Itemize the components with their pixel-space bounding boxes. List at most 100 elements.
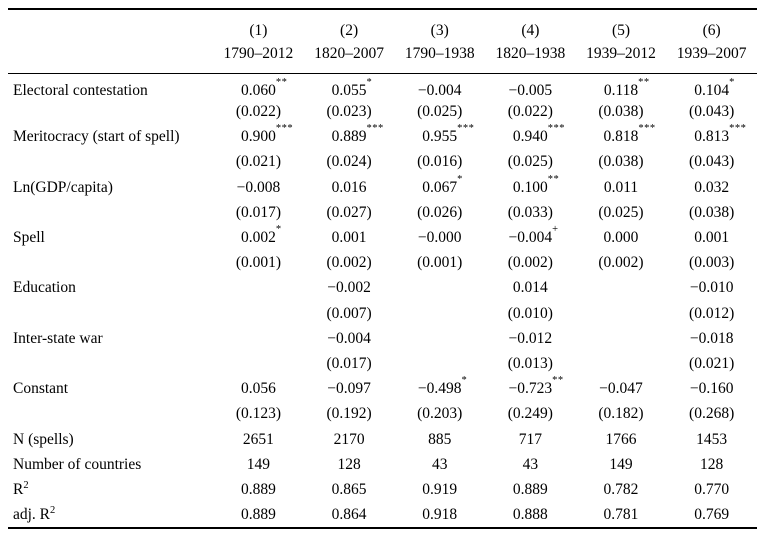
cell-value: 0.865 — [331, 480, 367, 498]
column-sample-period: 1790–1938 — [394, 43, 486, 74]
row-label — [8, 200, 213, 225]
cell-value: (0.033) — [507, 203, 553, 221]
value-cell: 0.769 — [666, 503, 757, 528]
cell-value: 2651 — [242, 430, 274, 448]
value-cell: (0.038) — [666, 200, 757, 225]
significance-marker: * — [457, 173, 463, 185]
column-sample-period: 1820–1938 — [485, 43, 576, 74]
value-cell: (0.003) — [666, 251, 757, 276]
cell-value: 149 — [246, 455, 271, 473]
standard-error-row: (0.017) (0.027) (0.026) (0.033) (0.025) (0.03… — [8, 200, 757, 225]
cell-value: 0.060 ** — [240, 76, 288, 99]
column-sample-period: 1820–2007 — [303, 43, 395, 74]
cell-value: 0.032 — [694, 178, 730, 196]
cell-value: 0.055 * — [331, 76, 373, 99]
value-cell — [394, 276, 485, 301]
value-cell: 0.056 — [213, 377, 304, 402]
cell-value: 0.782 — [603, 480, 639, 498]
value-cell: 0.001 — [666, 225, 757, 250]
cell-value: (0.038) — [689, 203, 735, 221]
value-cell: 0.067 * — [394, 173, 485, 200]
significance-marker: *** — [275, 123, 294, 135]
value-cell: 0.889 — [213, 477, 304, 502]
value-cell: 128 — [666, 452, 757, 477]
column-number: (2) — [340, 21, 359, 39]
cell-value: (0.192) — [326, 405, 372, 423]
significance-marker: * — [729, 76, 735, 88]
cell-value: 0.919 — [422, 480, 458, 498]
table-body: Electoral contestation 0.060 ** 0.055 * −0.00… — [8, 73, 757, 528]
cell-value: 0.067 * — [422, 173, 463, 196]
value-cell: 0.002 * — [213, 224, 304, 250]
cell-value: 0.104 * — [694, 76, 735, 99]
cell-value: 128 — [337, 455, 361, 473]
coefficient-row: adj. R2 0.889 0.864 0.918 0.888 0.781 0.769 — [8, 503, 757, 528]
cell-value: −0.002 — [327, 279, 371, 297]
cell-value: (0.268) — [689, 405, 735, 423]
row-label: Education — [13, 279, 76, 297]
value-cell: (0.017) — [304, 351, 395, 376]
cell-value: (0.002) — [598, 254, 644, 272]
value-cell: 1453 — [666, 427, 757, 452]
value-cell: (0.033) — [485, 200, 576, 225]
cell-value: (0.021) — [689, 354, 735, 372]
cell-value: 0.001 — [694, 229, 730, 247]
coefficient-row: Education −0.002 0.014 −0.010 — [8, 276, 757, 301]
value-cell: (0.002) — [304, 251, 395, 276]
cell-value: 149 — [609, 455, 633, 473]
cell-value: (0.022) — [235, 103, 282, 121]
cell-value: (0.182) — [598, 405, 644, 423]
value-cell: 0.889 — [485, 477, 576, 502]
value-cell: (0.021) — [666, 351, 757, 376]
value-cell: 128 — [304, 452, 395, 477]
value-cell: (0.192) — [304, 402, 395, 427]
header-label-spacer — [8, 9, 213, 43]
value-cell: −0.005 — [485, 73, 576, 100]
value-cell: (0.043) — [666, 150, 757, 175]
cell-value: (0.043) — [689, 103, 735, 121]
cell-value: (0.027) — [326, 203, 372, 221]
cell-value: −0.012 — [508, 329, 553, 347]
cell-value: 0.813 *** — [694, 123, 747, 146]
value-cell: 0.014 — [485, 276, 576, 301]
value-cell: 885 — [394, 427, 485, 452]
row-label: Electoral contestation — [13, 81, 148, 99]
cell-value: 0.889 *** — [331, 123, 384, 146]
row-label — [8, 150, 213, 175]
cell-value: (0.025) — [417, 103, 463, 121]
value-cell: (0.026) — [394, 200, 485, 225]
cell-value: 1766 — [605, 430, 637, 448]
value-cell: 0.900 *** — [213, 123, 304, 150]
row-label: N (spells) — [13, 430, 74, 448]
value-cell: (0.007) — [304, 301, 395, 326]
value-cell: 0.770 — [666, 477, 757, 502]
cell-value: (0.038) — [598, 103, 644, 121]
cell-value: −0.000 — [417, 229, 462, 247]
value-cell: (0.016) — [394, 150, 485, 175]
value-cell: 149 — [213, 452, 304, 477]
cell-value: 0.818 *** — [603, 123, 656, 146]
value-cell: 0.000 — [576, 225, 667, 250]
row-label-superscript: 2 — [23, 480, 29, 492]
regression-table: (1) (2) (3) (4) (5) (6) 1790–2012 1820–2007 179… — [8, 8, 757, 529]
value-cell: 0.032 — [666, 175, 757, 200]
row-label — [8, 100, 213, 125]
row-label: R2 — [13, 480, 29, 499]
standard-error-row: (0.021) (0.024) (0.016) (0.025) (0.038) (0.04… — [8, 150, 757, 175]
cell-value: −0.010 — [689, 279, 734, 297]
value-cell: (0.025) — [394, 100, 485, 125]
cell-value: −0.004 — [327, 329, 371, 347]
significance-marker: * — [366, 76, 373, 88]
cell-value: 0.770 — [694, 480, 730, 498]
value-cell: 0.889 *** — [304, 123, 395, 150]
value-cell: 0.055 * — [304, 73, 395, 100]
significance-marker: *** — [638, 123, 656, 135]
cell-value: 0.002 * — [240, 224, 282, 247]
value-cell — [576, 351, 667, 376]
standard-error-row: (0.123) (0.192) (0.203) (0.249) (0.182) (0.26… — [8, 402, 757, 427]
cell-value: −0.498 * — [417, 375, 468, 398]
cell-value: 128 — [700, 455, 724, 473]
coefficient-row: Constant 0.056 −0.097 −0.498 * −0.723 ** −0.047… — [8, 375, 757, 402]
value-cell: −0.047 — [576, 377, 667, 402]
value-cell: 0.016 — [304, 175, 395, 200]
